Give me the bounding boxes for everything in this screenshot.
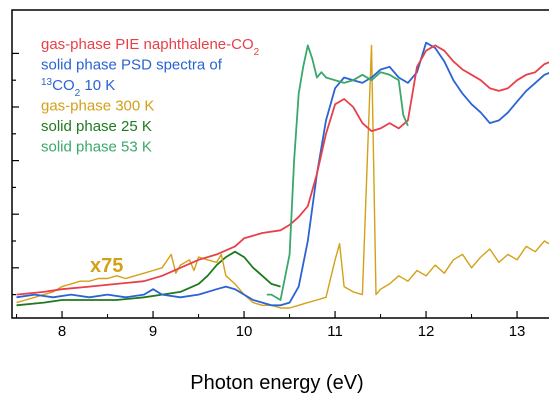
x-tick-label-1: 9 bbox=[149, 323, 157, 340]
legend-entry-5: solid phase 53 K bbox=[41, 139, 152, 156]
x-tick-label-3: 11 bbox=[327, 323, 343, 340]
x-axis-title: Photon energy (eV) bbox=[190, 372, 363, 394]
series-layer bbox=[16, 41, 549, 309]
plot-frame bbox=[11, 9, 549, 319]
legend-entry-0: gas-phase PIE naphthalene-CO2 bbox=[41, 36, 260, 58]
series-line-3 bbox=[16, 250, 281, 307]
series-line-0 bbox=[16, 44, 549, 296]
series-line-1 bbox=[16, 41, 549, 307]
legend-entry-4: solid phase 25 K bbox=[41, 118, 152, 135]
legend-entry-3: gas-phase 300 K bbox=[41, 98, 154, 115]
x-tick-label-2: 10 bbox=[236, 323, 253, 340]
x-axis-ticks: 8 9 10 11 12 13 bbox=[16, 311, 526, 340]
x-tick-label-4: 12 bbox=[418, 323, 435, 340]
x-tick-label-0: 8 bbox=[58, 323, 66, 340]
series-line-4 bbox=[266, 44, 409, 301]
y-axis-ticks bbox=[12, 52, 19, 296]
legend-entry-1: solid phase PSD spectra of bbox=[41, 57, 223, 74]
legend-entry-2: 13CO2 10 K bbox=[41, 77, 115, 99]
annotation-x75: x75 bbox=[90, 255, 123, 277]
series-line-2 bbox=[16, 44, 549, 309]
x-tick-label-5: 13 bbox=[509, 323, 526, 340]
